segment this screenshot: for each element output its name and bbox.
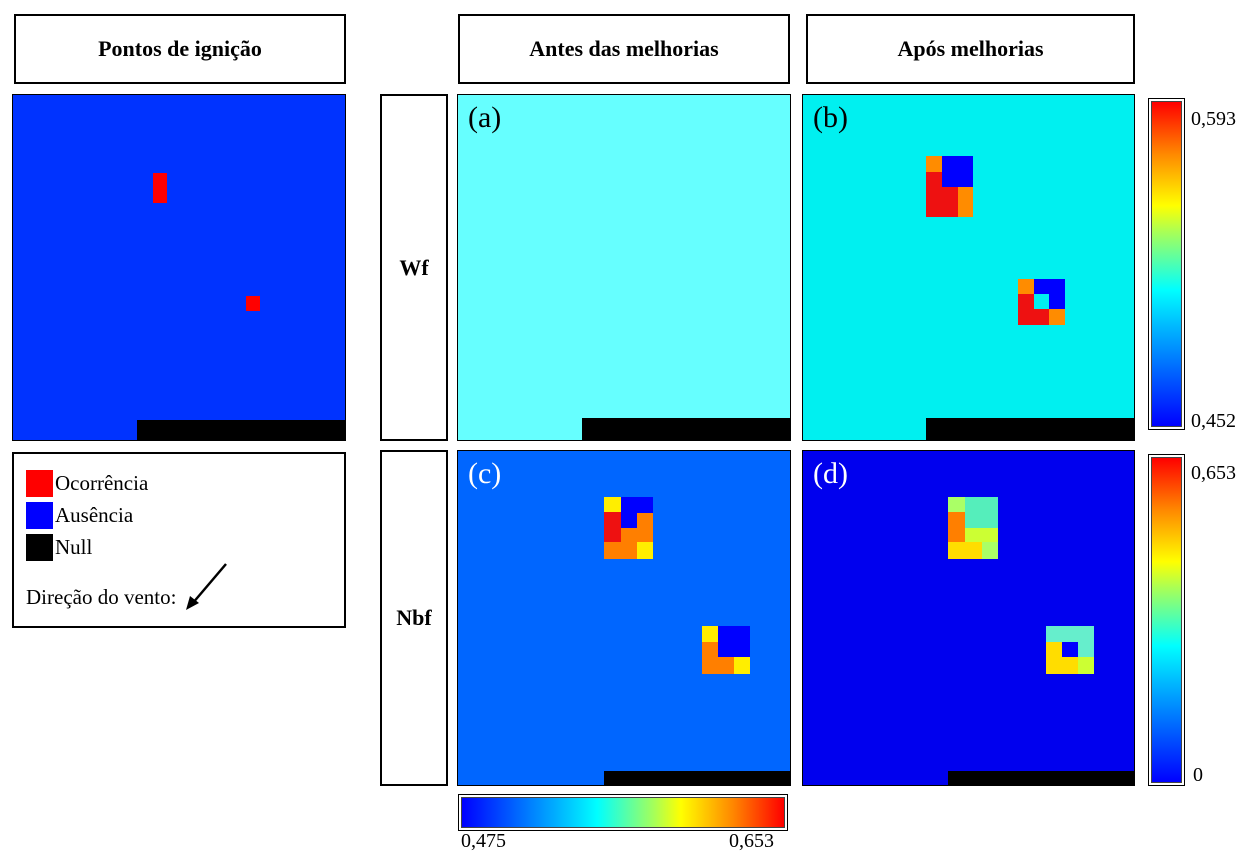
grid-cell <box>734 657 750 674</box>
grid-cell <box>637 513 653 528</box>
grid-cell <box>702 626 718 642</box>
legend-label-absence: Ausência <box>55 503 134 527</box>
grid-cell <box>702 657 734 674</box>
grid-cell <box>1062 642 1078 657</box>
panel-d-label: (d) <box>813 457 848 490</box>
grid-cell <box>1018 279 1034 294</box>
legend-swatch-absence <box>26 502 53 529</box>
legend-label-wind: Direção do vento: <box>26 584 177 609</box>
ignition-cell-1 <box>153 173 167 203</box>
header-before-improvements: Antes das melhorias <box>458 14 790 84</box>
grid-cell <box>1046 642 1062 657</box>
header-before-improvements-label: Antes das melhorias <box>529 36 719 61</box>
grid-cell <box>1049 309 1065 325</box>
grid-cell <box>702 642 718 657</box>
null-region <box>137 420 345 440</box>
grid-cell <box>604 542 637 559</box>
row-label-wf-text: Wf <box>399 254 429 280</box>
legend-label-occurrence: Ocorrência <box>55 471 149 495</box>
grid-cell <box>948 542 982 559</box>
grid-cell <box>1046 626 1094 642</box>
grid-cell <box>1018 309 1049 325</box>
grid-cell <box>621 528 653 542</box>
grid-cell <box>965 497 998 528</box>
colorbar-nbf-before-min: 0,475 <box>461 830 506 852</box>
grid-cell <box>926 172 942 187</box>
header-ignition-points: Pontos de ignição <box>14 14 346 84</box>
null-region <box>582 418 790 440</box>
grid-cell <box>948 497 965 512</box>
null-region <box>604 771 790 785</box>
grid-cell <box>942 156 973 187</box>
panel-c-label: (c) <box>468 457 502 490</box>
legend-box: Ocorrência Ausência Null Direção do vent… <box>12 452 346 628</box>
colorbar-wf-gradient <box>1151 101 1182 427</box>
colorbar-nbf-after-min: 0 <box>1193 764 1203 786</box>
header-ignition-points-label: Pontos de ignição <box>98 36 262 61</box>
ignition-cell-2 <box>246 296 260 311</box>
grid-cell <box>604 512 621 542</box>
header-after-improvements: Após melhorias <box>806 14 1135 84</box>
grid-cell <box>621 497 653 513</box>
grid-cell <box>637 542 653 559</box>
grid-cell <box>965 528 998 542</box>
row-label-wf: Wf <box>380 94 448 441</box>
panel-b-label: (b) <box>813 101 848 134</box>
grid-cell <box>1078 657 1094 674</box>
grid-cell <box>1078 642 1094 657</box>
legend-swatch-occurrence <box>26 470 53 497</box>
colorbar-nbf-after-max: 0,653 <box>1191 462 1236 484</box>
grid-cell <box>948 512 965 542</box>
colorbar-wf-max: 0,593 <box>1191 108 1236 130</box>
colorbar-nbf-before-gradient <box>461 797 785 828</box>
legend-item-absence: Ausência <box>26 502 133 529</box>
row-label-nbf: Nbf <box>380 450 448 786</box>
ignition-points-map <box>12 94 346 441</box>
grid-cell <box>926 156 942 172</box>
panel-a-label: (a) <box>468 101 502 134</box>
legend-item-null: Null <box>26 534 92 561</box>
grid-cell <box>982 542 998 559</box>
grid-cell <box>1018 294 1034 309</box>
panel-b-wf-after: (b) <box>802 94 1135 441</box>
grid-cell <box>1046 657 1078 674</box>
panel-c-nbf-before: (c) <box>457 450 791 786</box>
grid-cell <box>1049 294 1065 309</box>
grid-cell <box>734 642 750 657</box>
panel-d-nbf-after: (d) <box>802 450 1135 786</box>
colorbar-nbf-after-gradient <box>1151 457 1182 783</box>
grid-cell <box>718 626 750 642</box>
grid-cell <box>926 187 958 217</box>
grid-cell <box>621 513 637 528</box>
colorbar-nbf-before <box>458 794 788 831</box>
panel-a-wf-before: (a) <box>457 94 791 441</box>
colorbar-nbf-after <box>1148 454 1185 786</box>
row-label-nbf-text: Nbf <box>396 605 432 630</box>
null-region <box>948 771 1134 785</box>
colorbar-nbf-before-max: 0,653 <box>729 830 774 852</box>
header-after-improvements-label: Após melhorias <box>897 36 1044 61</box>
grid-cell <box>958 187 973 217</box>
grid-cell <box>1034 279 1065 294</box>
colorbar-wf-min: 0,452 <box>1191 410 1236 432</box>
legend-label-null: Null <box>55 535 93 559</box>
grid-cell <box>718 642 734 657</box>
grid-cell <box>1034 294 1049 309</box>
grid-cell <box>604 497 621 512</box>
colorbar-wf <box>1148 98 1185 430</box>
legend-swatch-null <box>26 534 53 561</box>
null-region <box>926 418 1134 440</box>
legend-item-wind: Direção do vento: <box>26 563 232 612</box>
legend-item-occurrence: Ocorrência <box>26 470 148 497</box>
wind-direction-arrow-icon <box>186 563 228 610</box>
